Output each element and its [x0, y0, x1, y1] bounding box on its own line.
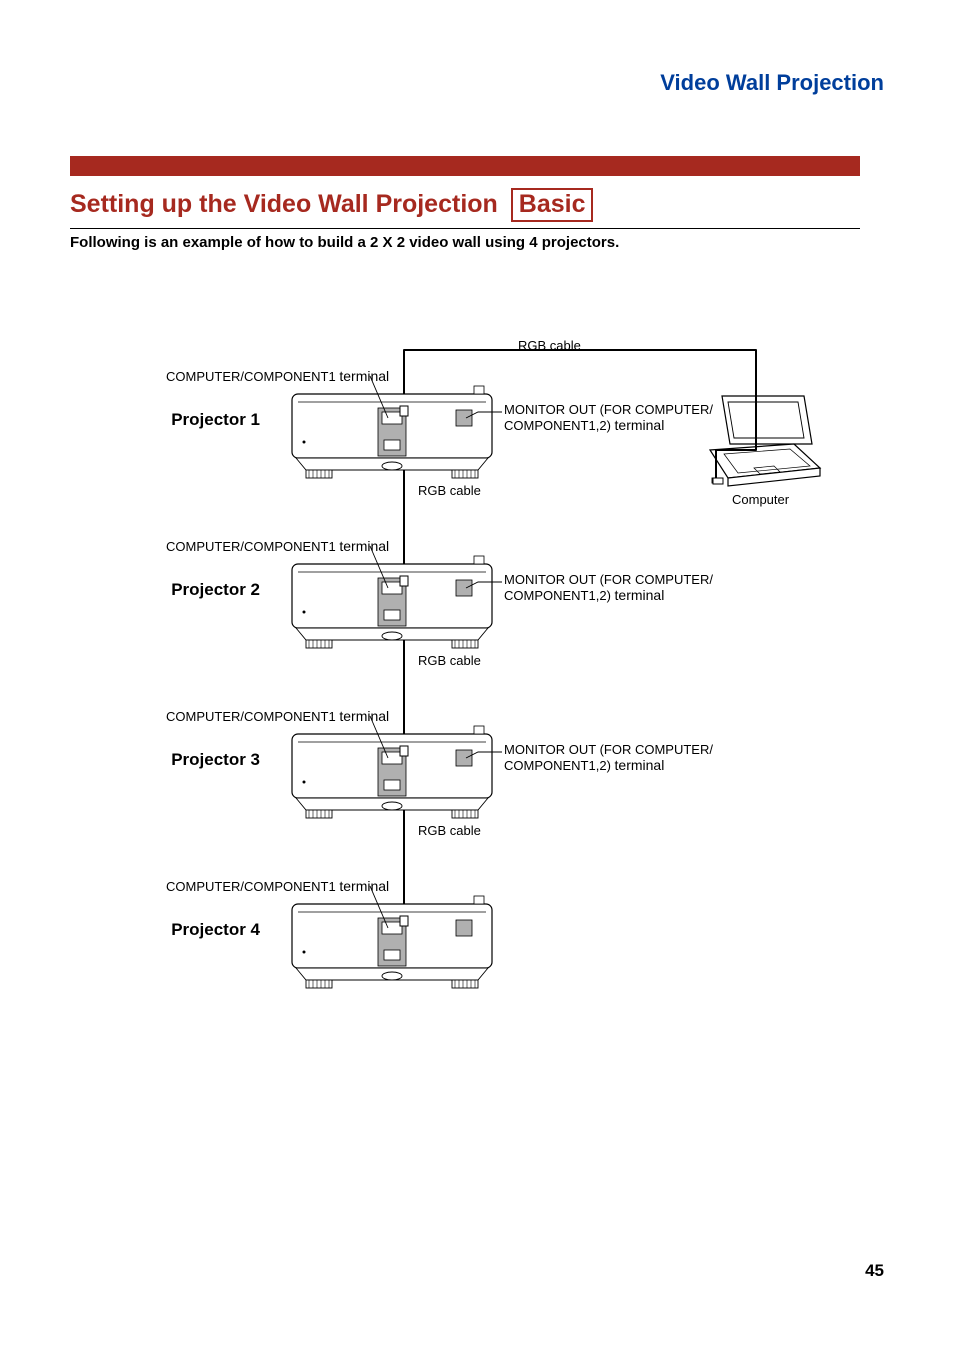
projector-label: Projector 3 [130, 750, 260, 770]
projector-label: Projector 1 [130, 410, 260, 430]
projector-label: Projector 2 [130, 580, 260, 600]
section-title-text: Setting up the Video Wall Projection [70, 190, 498, 218]
rgb-cable-label: RGB cable [518, 338, 581, 353]
projector-label: Projector 4 [130, 920, 260, 940]
page-header-title: Video Wall Projection [660, 70, 884, 96]
section-badge: Basic [511, 188, 594, 222]
computer-caption: Computer [732, 492, 789, 507]
rgb-cable-label: RGB cable [418, 653, 481, 668]
input-terminal-label: COMPUTER/COMPONENT1 terminal [166, 538, 389, 554]
monitor-out-label: MONITOR OUT (FOR COMPUTER/COMPONENT1,2) … [504, 402, 734, 433]
monitor-out-label: MONITOR OUT (FOR COMPUTER/COMPONENT1,2) … [504, 742, 734, 773]
red-divider-bar [70, 156, 860, 176]
intro-text: Following is an example of how to build … [70, 234, 619, 251]
rgb-cable-label: RGB cable [418, 823, 481, 838]
input-terminal-label: COMPUTER/COMPONENT1 terminal [166, 878, 389, 894]
wiring-diagram: Projector 1 COMPUTER/COMPONENT1 terminal R… [70, 340, 860, 990]
input-terminal-label: COMPUTER/COMPONENT1 terminal [166, 368, 389, 384]
section-title: Setting up the Video Wall Projection Bas… [70, 188, 860, 229]
rgb-cable-label: RGB cable [418, 483, 481, 498]
input-terminal-label: COMPUTER/COMPONENT1 terminal [166, 708, 389, 724]
monitor-out-label: MONITOR OUT (FOR COMPUTER/COMPONENT1,2) … [504, 572, 734, 603]
page-number: 45 [865, 1261, 884, 1281]
